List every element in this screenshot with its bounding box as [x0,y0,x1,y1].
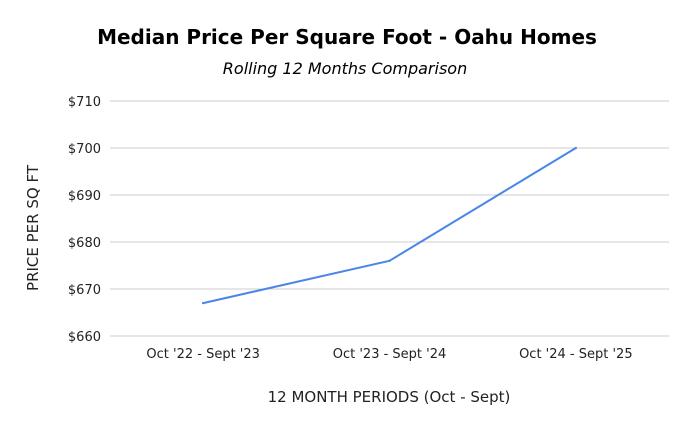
y-tick-label: $710 [68,95,101,110]
chart-subtitle: Rolling 12 Months Comparison [223,59,467,78]
x-axis-title: 12 MONTH PERIODS (Oct - Sept) [268,388,511,406]
y-tick-label: $660 [68,330,101,345]
x-axis-ticks: Oct '22 - Sept '23 Oct '23 - Sept '24 Oct … [146,347,632,362]
y-axis-title: PRICE PER SQ FT [24,164,42,291]
x-tick-label: Oct '22 - Sept '23 [146,347,260,362]
data-point [388,259,391,262]
y-tick-label: $700 [68,142,101,157]
chart-title: Median Price Per Square Foot - Oahu Home… [97,25,597,49]
y-tick-label: $680 [68,236,101,251]
x-tick-label: Oct '23 - Sept '24 [333,347,447,362]
y-tick-label: $670 [68,283,101,298]
data-point [574,146,578,150]
series-line [202,147,577,305]
x-tick-label: Oct '24 - Sept '25 [519,347,633,362]
y-tick-label: $690 [68,189,101,204]
data-point [201,301,205,305]
y-axis-ticks: $660 $670 $680 $690 $700 $710 [68,95,101,345]
series-layer [201,146,578,305]
gridlines [110,100,669,337]
